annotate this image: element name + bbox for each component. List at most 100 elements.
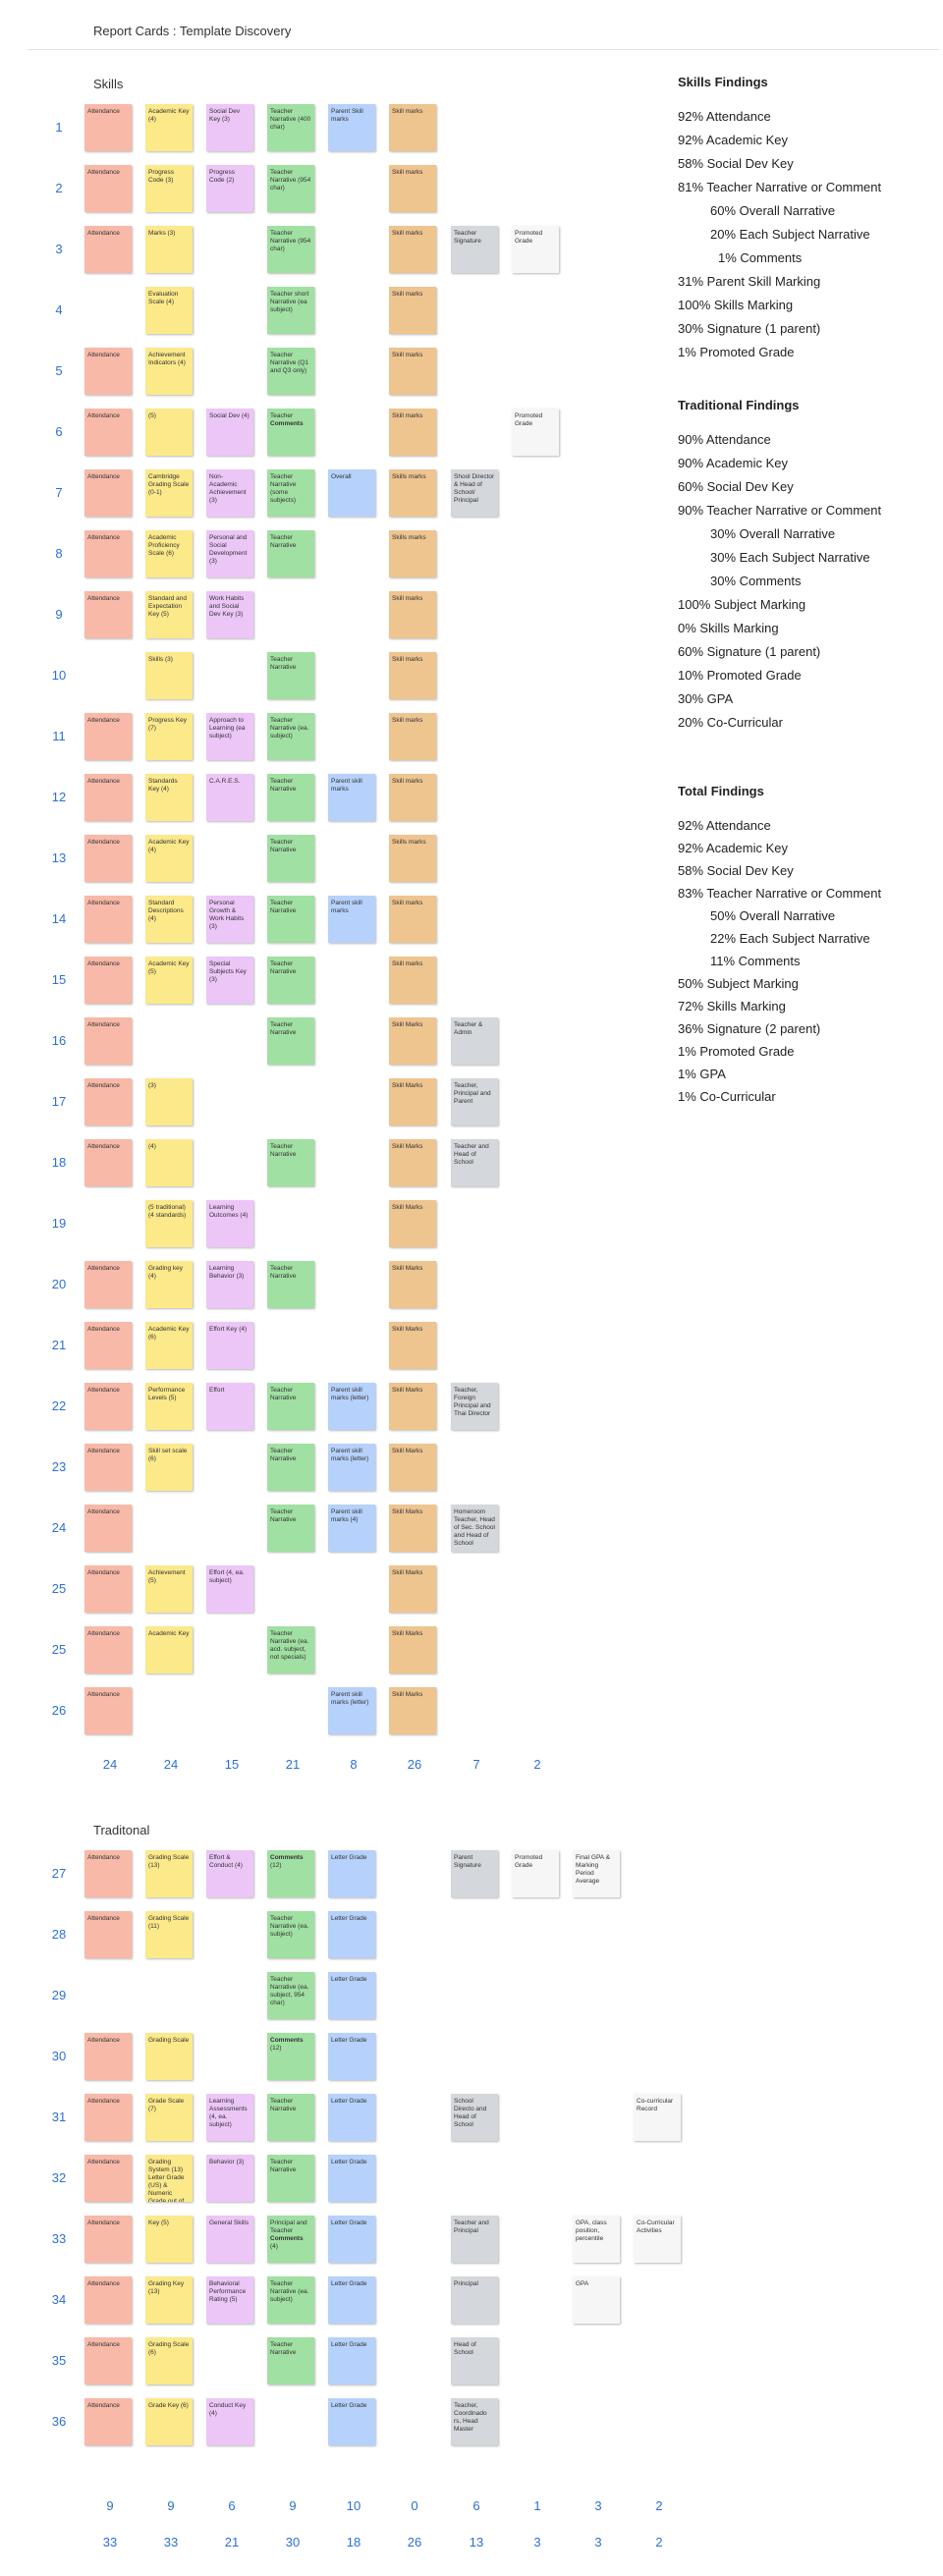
traditional-column-count: 9 <box>106 2498 114 2513</box>
sticky-note: Effort & Conduct (4) <box>206 1850 253 1897</box>
sticky-note: Skill Marks <box>389 1261 436 1308</box>
sticky-note: Skill Marks <box>389 1017 436 1065</box>
sticky-note: Academic Key <box>145 1626 193 1673</box>
sticky-note: Teacher and Head of School <box>451 1139 498 1186</box>
traditional-column-count: 9 <box>167 2498 175 2513</box>
finding-line: 11% Comments <box>710 954 801 968</box>
sticky-note: Teacher Narrative (954 char) <box>267 226 314 273</box>
row-number: 4 <box>55 302 63 317</box>
sticky-note: Non-Academic Achievement (3) <box>206 469 253 517</box>
sticky-note: Parent skill marks <box>328 774 375 821</box>
sticky-note: Principal <box>451 2276 498 2324</box>
sticky-note: Teacher Narrative <box>267 896 314 943</box>
row-number: 21 <box>51 1338 67 1352</box>
finding-line: 31% Parent Skill Marking <box>678 274 821 289</box>
sticky-note: Attendance <box>84 226 132 273</box>
finding-line: 50% Subject Marking <box>678 976 799 991</box>
finding-line: 30% Comments <box>710 574 802 588</box>
skills-section-title: Skills <box>93 77 124 91</box>
sticky-note: Academic Key (5) <box>145 957 193 1004</box>
sticky-note: Attendance <box>84 2337 132 2384</box>
sticky-note: Teacher Narrative (400 char) <box>267 104 314 151</box>
total-column-count: 30 <box>285 2535 301 2549</box>
sticky-note: Letter Grade <box>328 2276 375 2324</box>
finding-line: 50% Overall Narrative <box>710 908 836 923</box>
sticky-note: Marks (3) <box>145 226 193 273</box>
sticky-note: (3) <box>145 1078 193 1125</box>
sticky-note: Skill Marks <box>389 1505 436 1552</box>
sticky-note: Attendance <box>84 1505 132 1552</box>
sticky-note: Academic Proficiency Scale (6) <box>145 530 193 577</box>
row-number: 10 <box>51 668 67 683</box>
sticky-note: Attendance <box>84 104 132 151</box>
sticky-note: Co-Curricular Activities <box>634 2216 681 2263</box>
sticky-note: Attendance <box>84 1383 132 1430</box>
row-number: 17 <box>51 1094 67 1109</box>
sticky-note: Parent skill marks <box>328 896 375 943</box>
sticky-note: Skills marks <box>389 530 436 577</box>
row-number: 8 <box>55 546 63 561</box>
finding-line: 1% Comments <box>718 250 803 265</box>
row-number: 11 <box>52 729 66 743</box>
sticky-note: Skills (3) <box>145 652 193 699</box>
sticky-note: Teacher Narrative <box>267 1505 314 1552</box>
sticky-note: Teacher Narrative (ea. subject, 954 char… <box>267 1972 314 2019</box>
sticky-note: Teacher & Admin <box>451 1017 498 1065</box>
finding-line: 83% Teacher Narrative or Comment <box>678 886 882 901</box>
row-number: 15 <box>51 972 67 987</box>
sticky-note: Promoted Grade <box>512 226 559 273</box>
finding-line: 30% GPA <box>678 691 734 706</box>
sticky-note: Attendance <box>84 1261 132 1308</box>
sticky-note: Evaluation Scale (4) <box>145 287 193 334</box>
finding-line: 22% Each Subject Narrative <box>710 931 870 946</box>
row-number: 20 <box>51 1277 67 1291</box>
sticky-note: Letter Grade <box>328 1972 375 2019</box>
sticky-note: Personal Growth & Work Habits (3) <box>206 896 253 943</box>
row-number: 27 <box>51 1866 67 1881</box>
sticky-note: Approach to Learning (ea subject) <box>206 713 253 760</box>
sticky-note: Attendance <box>84 2398 132 2445</box>
sticky-note: Grading Scale (11) <box>145 1911 193 1958</box>
row-number: 14 <box>51 911 67 926</box>
finding-line: 58% Social Dev Key <box>678 156 794 171</box>
sticky-note: Effort <box>206 1383 253 1430</box>
sticky-note: Key (5) <box>145 2216 193 2263</box>
sticky-note: Skill Marks <box>389 1565 436 1613</box>
sticky-note: Letter Grade <box>328 1850 375 1897</box>
sticky-note: Skill Marks <box>389 1687 436 1734</box>
sticky-note: GPA, class position, percentile <box>573 2216 620 2263</box>
sticky-note: Skill Marks <box>389 1383 436 1430</box>
finding-line: 10% Promoted Grade <box>678 668 802 683</box>
finding-line: 58% Social Dev Key <box>678 863 794 878</box>
traditional-column-count: 6 <box>472 2498 480 2513</box>
sticky-note: Academic Key (4) <box>145 104 193 151</box>
finding-line: 100% Subject Marking <box>678 597 806 612</box>
row-number: 31 <box>51 2110 67 2124</box>
sticky-note: Attendance <box>84 165 132 212</box>
finding-line: 92% Academic Key <box>678 841 789 855</box>
sticky-note: Principal and Teacher Comments (4) <box>267 2216 314 2263</box>
row-number: 26 <box>51 1703 67 1718</box>
finding-line: 0% Skills Marking <box>678 621 779 635</box>
page-title: Report Cards : Template Discovery <box>93 24 292 38</box>
row-number: 18 <box>51 1155 67 1170</box>
skills-column-count: 2 <box>533 1757 541 1772</box>
sticky-note: Head of School <box>451 2337 498 2384</box>
finding-line: 60% Overall Narrative <box>710 203 836 218</box>
skills-column-count: 24 <box>102 1757 118 1772</box>
sticky-note: Behavioral Performance Rating (5) <box>206 2276 253 2324</box>
header-divider <box>28 49 939 50</box>
row-number: 33 <box>51 2231 67 2246</box>
skills-column-count: 21 <box>285 1757 301 1772</box>
sticky-note: Attendance <box>84 530 132 577</box>
total-column-count: 18 <box>346 2535 361 2549</box>
sticky-note: Teacher Narrative <box>267 652 314 699</box>
sticky-note: Teacher Narrative <box>267 1139 314 1186</box>
sticky-note: Letter Grade <box>328 1911 375 1958</box>
sticky-note: Behavior (3) <box>206 2155 253 2202</box>
sticky-note: Attendance <box>84 409 132 456</box>
sticky-note: Standards Key (4) <box>145 774 193 821</box>
total-column-count: 3 <box>533 2535 541 2549</box>
row-number: 7 <box>55 485 63 500</box>
sticky-note: Special Subjects Key (3) <box>206 957 253 1004</box>
